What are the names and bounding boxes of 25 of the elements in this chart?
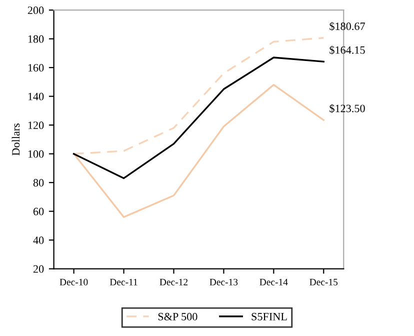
line-series — [72, 56, 324, 180]
y-tick-label: 40 — [33, 236, 44, 244]
line-series — [72, 37, 324, 155]
x-tick-label: Dec-12 — [160, 278, 188, 286]
legend-label: S&P 500 — [158, 312, 198, 320]
x-tick-label: Dec-15 — [310, 278, 338, 286]
y-tick-label: 180 — [28, 35, 44, 43]
y-tick-label: 60 — [33, 208, 44, 216]
y-tick-label: 120 — [28, 122, 44, 130]
data-label: $123.50 — [330, 104, 365, 113]
y-axis-title: Dollars — [12, 123, 20, 156]
x-tick-label: Dec-13 — [210, 278, 238, 286]
y-tick-label: 80 — [33, 179, 44, 187]
x-tick-label: Dec-14 — [260, 278, 288, 286]
y-tick-label: 200 — [28, 6, 44, 14]
y-tick-label: 20 — [33, 265, 44, 273]
data-label: $180.67 — [330, 22, 365, 31]
line-series — [72, 84, 324, 218]
legend-label: S5FINL — [252, 312, 287, 320]
y-tick-label: 140 — [28, 92, 44, 100]
y-tick-label: 160 — [28, 64, 44, 72]
y-tick-label: 100 — [28, 150, 44, 158]
data-label: $164.15 — [330, 46, 365, 55]
x-tick-label: Dec-10 — [60, 278, 88, 286]
x-tick-label: Dec-11 — [110, 278, 138, 286]
